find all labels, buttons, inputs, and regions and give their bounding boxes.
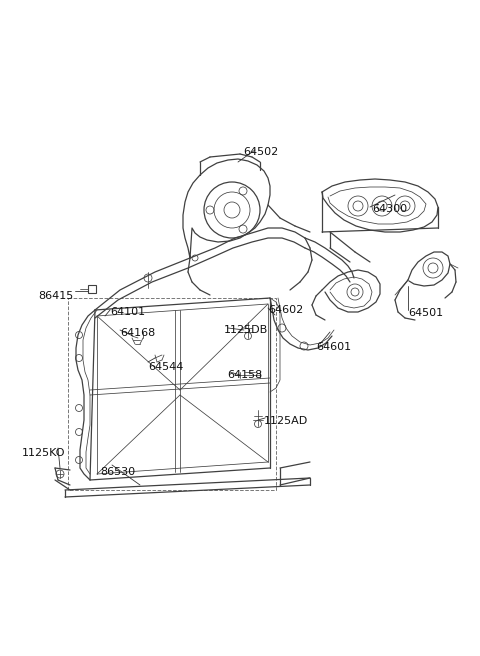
Text: 86530: 86530 bbox=[100, 467, 135, 477]
Bar bbox=[88, 285, 96, 293]
Text: 64501: 64501 bbox=[408, 308, 443, 318]
Text: 64502: 64502 bbox=[243, 147, 278, 157]
Text: 64602: 64602 bbox=[268, 305, 303, 315]
Text: 64300: 64300 bbox=[372, 204, 407, 214]
Text: 64544: 64544 bbox=[148, 362, 183, 372]
Text: 64101: 64101 bbox=[110, 307, 145, 317]
Text: 86415: 86415 bbox=[38, 291, 73, 301]
Text: 64158: 64158 bbox=[227, 370, 262, 380]
Bar bbox=[68, 298, 276, 490]
Text: 1125AD: 1125AD bbox=[264, 416, 308, 426]
Text: 64601: 64601 bbox=[316, 342, 351, 352]
Text: 1125KO: 1125KO bbox=[22, 448, 65, 458]
Text: 64168: 64168 bbox=[120, 328, 155, 338]
Text: 1125DB: 1125DB bbox=[224, 325, 268, 335]
